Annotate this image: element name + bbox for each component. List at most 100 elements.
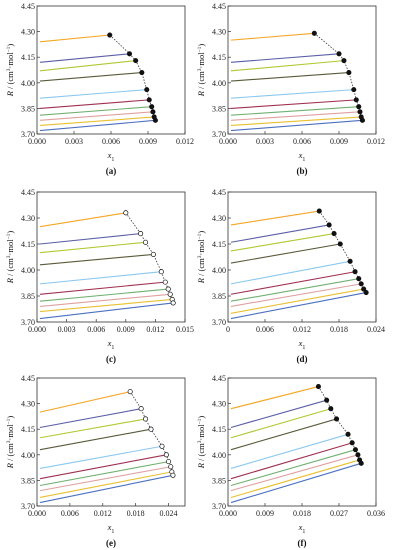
x-tick-label: 0.012: [293, 325, 311, 334]
y-tick-label: 4.15: [212, 425, 226, 434]
endpoint-marker: [328, 406, 334, 412]
x-tick-label: 0.003: [65, 137, 83, 146]
x-tick-label: 0.012: [94, 509, 112, 518]
y-tick-label: 4.30: [21, 400, 35, 409]
endpoint-marker: [150, 251, 156, 257]
endpoint-marker: [316, 208, 322, 214]
y-tick-label: 4.45: [21, 374, 35, 383]
endpoint-marker: [170, 300, 176, 306]
series-line: [39, 454, 167, 480]
panel-label: (e): [106, 538, 116, 548]
endpoint-marker: [167, 291, 173, 297]
x-tick-label: 0.009: [256, 509, 274, 518]
y-tick-label: 3.85: [21, 104, 35, 113]
y-tick-label: 4.30: [21, 214, 35, 223]
plot-frame-5: [36, 377, 186, 507]
x-axis-label: x1: [107, 522, 115, 535]
series-line: [39, 233, 141, 245]
endpoint-marker: [361, 286, 367, 292]
series-line: [39, 111, 153, 121]
endpoint-marker: [123, 210, 129, 216]
y-tick-label: 4.15: [21, 240, 35, 249]
y-tick-label: 3.85: [212, 104, 226, 113]
endpoint-marker: [349, 440, 355, 446]
y-tick-label: 4.00: [21, 266, 35, 275]
series-line: [39, 298, 173, 313]
x-tick-label: 0.009: [330, 137, 348, 146]
y-tick-label: 4.15: [212, 240, 226, 249]
series-line: [230, 386, 319, 410]
endpoint-marker: [133, 58, 139, 64]
endpoint-marker: [142, 416, 149, 422]
y-axis-label: R / (cm3·mol−1): [196, 416, 206, 470]
series-line: [39, 408, 142, 429]
y-tick-label: 3.70: [212, 130, 226, 139]
x-tick-label: 0.006: [256, 325, 274, 334]
endpoint-marker: [324, 397, 330, 403]
endpoint-marker: [152, 117, 158, 123]
series-line: [230, 288, 364, 314]
endpoint-connector: [109, 34, 156, 121]
endpoint-marker: [170, 472, 176, 478]
series-line: [39, 212, 126, 228]
endpoint-marker: [345, 431, 351, 437]
series-line: [230, 291, 367, 320]
series-line: [230, 462, 362, 504]
endpoint-marker: [363, 289, 369, 296]
endpoint-marker: [166, 459, 172, 465]
y-tick-label: 3.85: [212, 292, 226, 301]
series-line: [230, 53, 340, 63]
series-line: [230, 233, 335, 252]
endpoint-marker: [326, 222, 332, 228]
series-line: [230, 454, 359, 492]
x-tick-label: 0.024: [160, 509, 178, 518]
endpoint-marker: [356, 276, 362, 282]
endpoint-marker: [165, 286, 171, 292]
endpoint-marker: [163, 452, 169, 458]
x-tick-label: 0.018: [127, 509, 145, 518]
y-tick-label: 4.00: [21, 451, 35, 460]
y-tick-label: 4.45: [21, 2, 35, 11]
series-line: [230, 111, 361, 121]
endpoint-connector: [318, 386, 362, 464]
y-tick-label: 4.45: [212, 2, 226, 11]
series-line: [230, 210, 320, 226]
endpoint-marker: [126, 51, 133, 57]
x-tick-label: 0.000: [28, 137, 46, 146]
y-tick-label: 4.30: [21, 28, 35, 37]
y-tick-label: 4.45: [212, 374, 226, 383]
series-line: [230, 459, 360, 498]
plot-frame-3: [36, 191, 186, 323]
endpoint-marker: [359, 117, 365, 123]
x-tick-label: 0.009: [139, 137, 157, 146]
endpoint-marker: [351, 87, 357, 93]
endpoint-marker: [352, 447, 358, 453]
plot-frame-2: [227, 5, 377, 135]
endpoint-marker: [352, 269, 358, 275]
series-line: [39, 418, 146, 439]
series-line: [39, 428, 152, 451]
endpoint-marker: [358, 281, 364, 287]
series-line: [230, 278, 359, 302]
series-line: [230, 442, 353, 480]
panel-label: (f): [298, 538, 307, 548]
endpoint-marker: [150, 109, 156, 115]
series-line: [39, 34, 110, 43]
x-tick-label: 0.015: [176, 325, 194, 334]
y-tick-label: 4.15: [21, 53, 35, 62]
x-tick-label: 0.003: [256, 137, 274, 146]
series-line: [230, 271, 356, 295]
endpoint-connector: [314, 32, 363, 121]
series-line: [39, 471, 172, 499]
x-tick-label: 0.012: [367, 137, 385, 146]
series-line: [39, 271, 162, 285]
y-axis-label: R / (cm3·mol−1): [5, 231, 15, 285]
endpoint-connector: [318, 210, 367, 293]
endpoint-marker: [159, 443, 165, 449]
y-tick-label: 4.30: [212, 28, 226, 37]
series-line: [39, 241, 146, 254]
x-tick-label: 0.027: [330, 509, 348, 518]
series-line: [230, 119, 363, 132]
series-line: [39, 60, 136, 72]
endpoint-marker: [138, 231, 144, 237]
